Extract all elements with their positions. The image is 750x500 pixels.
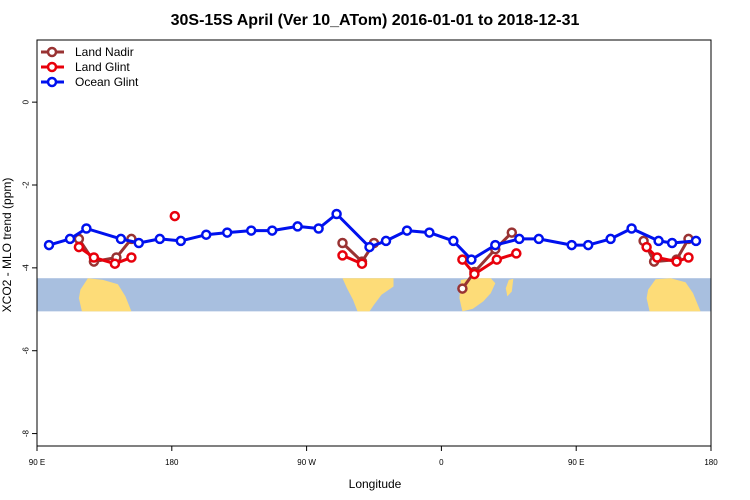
data-point — [490, 239, 501, 251]
data-point — [73, 241, 85, 253]
data-point — [466, 254, 477, 265]
data-point — [154, 233, 166, 245]
data-point — [605, 233, 616, 245]
plot-frame — [36, 39, 712, 447]
series-line — [461, 231, 513, 290]
data-point — [109, 258, 121, 269]
data-point — [457, 254, 468, 265]
data-point — [115, 233, 127, 245]
data-point — [126, 252, 137, 263]
x-tick-label: 90 W — [297, 458, 316, 467]
land-africa — [459, 278, 496, 312]
y-axis: 0 -2 -4 -6 -8 — [22, 99, 37, 437]
data-point — [641, 241, 652, 253]
data-point — [175, 235, 187, 247]
data-point — [666, 237, 678, 249]
chart-title: 30S-15S April (Ver 10_ATom) 2016-01-01 t… — [171, 12, 580, 29]
land-south-america — [342, 278, 394, 312]
data-point — [566, 239, 577, 251]
data-point — [626, 223, 637, 234]
legend-marker — [46, 61, 58, 73]
data-point — [133, 237, 145, 249]
data-point — [43, 239, 55, 251]
x-axis-label: Longitude — [349, 477, 402, 491]
data-point — [266, 225, 278, 236]
series-ocean-glint — [43, 208, 702, 265]
map-band — [37, 278, 711, 312]
data-point — [337, 250, 348, 261]
data-point — [448, 235, 459, 247]
data-point — [200, 229, 212, 240]
series-line — [78, 245, 132, 266]
data-point — [356, 258, 368, 269]
x-tick-label: 90 E — [568, 458, 584, 467]
data-point — [506, 227, 518, 238]
data-point — [457, 283, 468, 294]
y-tick-label: -4 — [22, 264, 31, 272]
legend-marker — [46, 46, 58, 58]
data-point — [511, 248, 522, 259]
data-point — [491, 254, 503, 265]
legend-label: Land Glint — [75, 60, 130, 74]
y-tick-label: 0 — [22, 99, 31, 104]
data-point — [401, 225, 413, 236]
data-point — [81, 223, 92, 234]
legend-label: Land Nadir — [75, 45, 134, 59]
data-point — [690, 235, 702, 247]
land-australia-west — [78, 278, 132, 312]
data-point — [424, 227, 435, 238]
data-point — [331, 208, 342, 220]
land-australia-east — [646, 278, 701, 312]
data-point — [245, 225, 257, 236]
legend-item: Land Glint — [41, 60, 130, 74]
legend-item: Land Nadir — [41, 45, 134, 59]
data-point — [64, 233, 76, 245]
legend-item: Ocean Glint — [41, 75, 139, 89]
x-tick-label: 180 — [704, 458, 718, 467]
data-point — [337, 237, 348, 249]
data-point — [533, 233, 545, 245]
data-point — [364, 241, 375, 253]
data-point — [653, 235, 664, 247]
legend-marker — [46, 76, 58, 88]
data-point — [671, 256, 682, 267]
data-point — [169, 210, 181, 222]
series-line — [461, 251, 517, 276]
x-tick-label: 0 — [439, 458, 444, 467]
data-point — [469, 268, 480, 280]
series-line — [645, 246, 689, 264]
data-point — [582, 239, 594, 251]
x-tick-label: 90 E — [29, 458, 45, 467]
legend-label: Ocean Glint — [75, 75, 139, 89]
series-land-glint — [73, 210, 694, 280]
data-point — [221, 227, 233, 238]
y-tick-label: -8 — [22, 429, 31, 437]
x-axis: 90 E 180 90 W 0 90 E 180 — [29, 446, 718, 467]
x-tick-label: 180 — [165, 458, 179, 467]
series-line — [48, 212, 697, 262]
data-point — [313, 223, 324, 234]
y-axis-label: XCO2 - MLO trend (ppm) — [0, 178, 14, 313]
data-point — [88, 252, 100, 263]
y-tick-label: -6 — [22, 347, 31, 355]
series-layer — [43, 208, 702, 294]
data-point — [292, 221, 303, 232]
data-point — [380, 235, 392, 247]
land-madagascar — [505, 278, 514, 297]
data-point — [651, 252, 663, 263]
y-tick-label: -2 — [22, 181, 31, 189]
data-point — [514, 233, 525, 245]
data-point — [683, 252, 694, 263]
